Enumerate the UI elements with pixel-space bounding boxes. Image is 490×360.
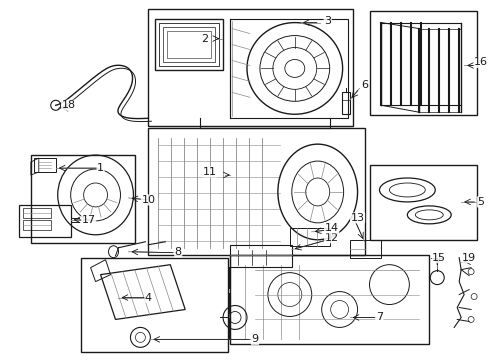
- Bar: [31, 155, 135, 243]
- Text: 14: 14: [324, 223, 339, 233]
- Bar: [290, 228, 330, 246]
- Text: 19: 19: [462, 253, 476, 263]
- Bar: [349, 240, 382, 258]
- Text: 9: 9: [251, 334, 259, 345]
- Bar: [159, 23, 219, 67]
- Text: 12: 12: [324, 233, 339, 243]
- Bar: [230, 245, 292, 267]
- Text: 10: 10: [142, 195, 155, 205]
- Bar: [369, 11, 477, 115]
- Bar: [369, 165, 477, 240]
- Bar: [23, 208, 51, 218]
- Text: 15: 15: [432, 253, 446, 263]
- Bar: [148, 9, 353, 126]
- Bar: [19, 205, 71, 237]
- Text: 17: 17: [81, 215, 96, 225]
- Bar: [81, 258, 228, 352]
- Text: 4: 4: [145, 293, 152, 302]
- Text: 18: 18: [62, 100, 76, 110]
- Bar: [167, 31, 211, 58]
- Text: 2: 2: [201, 33, 209, 44]
- Text: 3: 3: [324, 15, 331, 26]
- Text: 6: 6: [361, 80, 368, 90]
- Text: 16: 16: [474, 58, 488, 67]
- Text: 5: 5: [478, 197, 485, 207]
- Bar: [155, 19, 223, 71]
- Text: 11: 11: [203, 167, 217, 177]
- Text: 1: 1: [97, 163, 104, 173]
- Bar: [23, 220, 51, 230]
- Bar: [342, 92, 349, 114]
- Bar: [163, 27, 215, 62]
- Text: 8: 8: [175, 247, 182, 257]
- Text: 13: 13: [350, 213, 365, 223]
- Text: 7: 7: [376, 312, 383, 323]
